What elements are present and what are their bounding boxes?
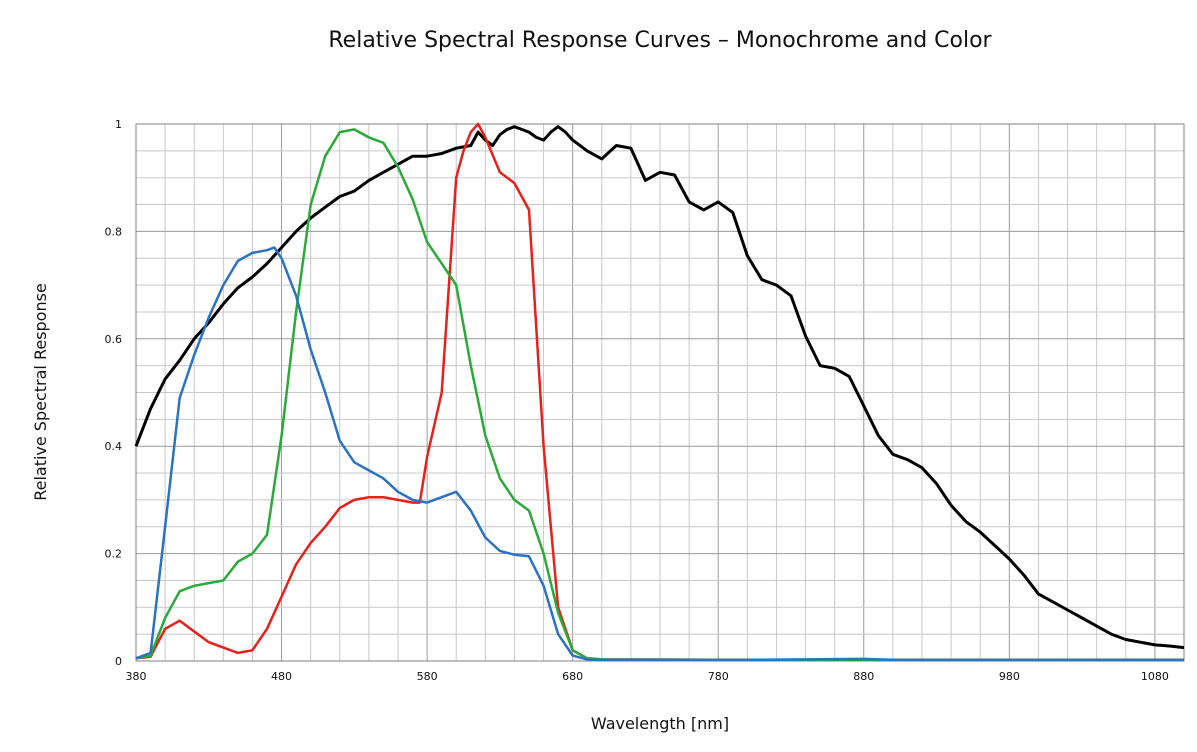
y-tick-label: 0.2 — [105, 548, 123, 561]
x-tick-label: 880 — [853, 670, 874, 683]
series-line-blue — [135, 246, 1184, 662]
x-tick-label: 680 — [562, 670, 583, 683]
chart-title: Relative Spectral Response Curves – Mono… — [328, 28, 992, 53]
y-tick-label: 0.8 — [105, 225, 123, 238]
y-tick-label: 0.4 — [105, 440, 123, 453]
x-axis-label: Wavelength [nm] — [591, 714, 729, 733]
series-lines — [134, 122, 1185, 662]
x-tick-label: 980 — [999, 670, 1020, 683]
y-tick-label: 1 — [115, 118, 122, 131]
x-tick-label: 780 — [708, 670, 729, 683]
y-axis-ticks: 0 0.2 0.4 0.6 0.8 1 — [105, 118, 123, 668]
y-tick-label: 0 — [115, 655, 122, 668]
x-tick-label: 580 — [417, 670, 438, 683]
y-axis-label: Relative Spectral Response — [31, 283, 50, 501]
x-tick-label: 380 — [126, 670, 147, 683]
x-axis-ticks: 380 480 580 680 780 880 980 1080 — [126, 670, 1169, 683]
y-tick-label: 0.6 — [105, 333, 123, 346]
x-tick-label: 1080 — [1141, 670, 1169, 683]
series-line-red — [135, 122, 1184, 662]
series-line-black — [134, 125, 1185, 650]
series-line-green — [135, 128, 1184, 662]
x-tick-label: 480 — [271, 670, 292, 683]
